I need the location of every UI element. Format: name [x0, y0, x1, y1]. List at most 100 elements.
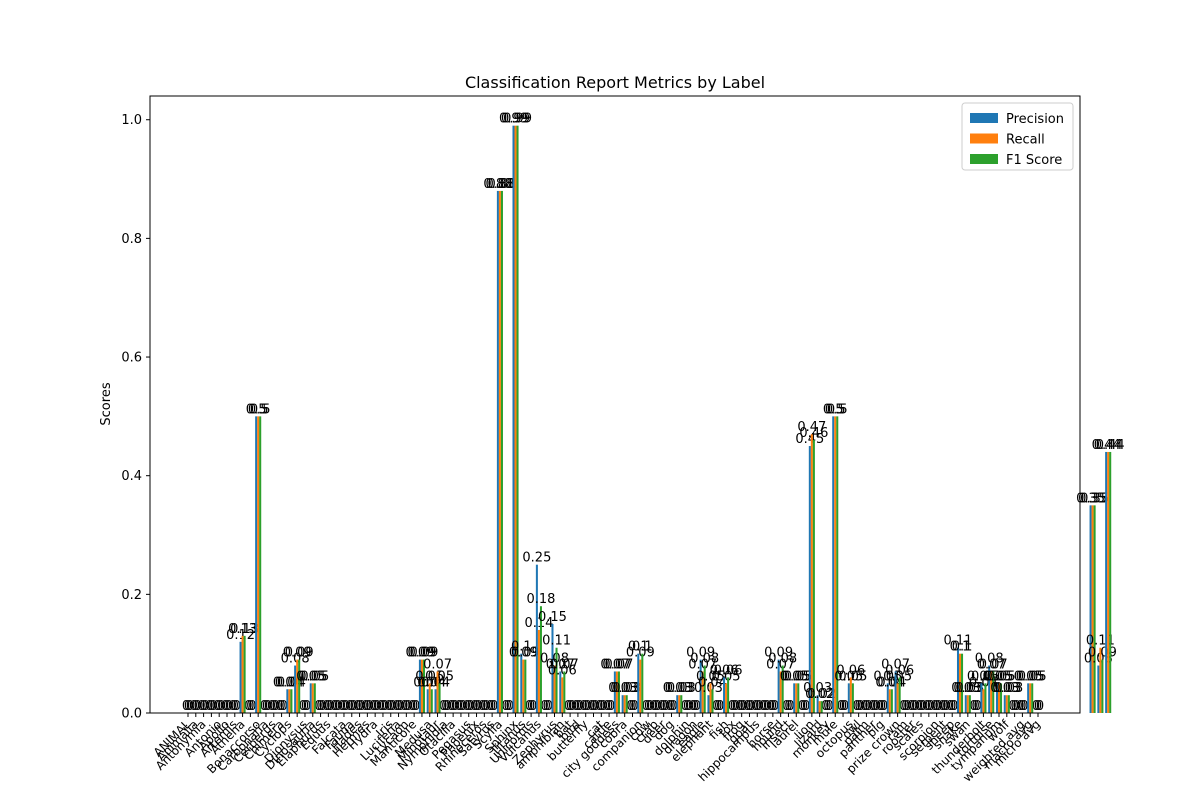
data-label: 0.09 [407, 646, 436, 661]
bar-f1-score [992, 671, 995, 713]
data-label: 0.12 [226, 628, 255, 643]
data-label-zero: 0 [361, 699, 369, 714]
data-label-zero: 0 [642, 699, 650, 714]
data-label: 0.09 [283, 646, 312, 661]
bar-precision [520, 653, 523, 713]
data-label-zero: 0 [755, 699, 763, 714]
data-label: 0.1 [950, 640, 971, 655]
data-label: 0.05 [712, 669, 741, 684]
data-label: 0.09 [509, 646, 538, 661]
data-label: 0.03 [667, 681, 696, 696]
bar-precision [793, 683, 796, 713]
bar-precision [676, 695, 679, 713]
data-label-zero: 0 [443, 699, 451, 714]
data-label: 0.5 [246, 402, 267, 417]
data-label-zero: 0 [857, 699, 865, 714]
data-label-zero: 0 [369, 699, 377, 714]
data-label-zero: 0 [841, 699, 849, 714]
data-label-zero: 0 [318, 699, 326, 714]
bar-f1-score [539, 606, 542, 713]
data-label: 0.05 [784, 669, 813, 684]
data-label-zero: 0 [389, 699, 397, 714]
data-label-zero: 0 [229, 699, 237, 714]
data-label: 0.1 [628, 640, 649, 655]
y-tick-label: 0.0 [121, 707, 142, 722]
bar-precision [988, 665, 991, 713]
data-label-zero: 0 [465, 699, 473, 714]
data-label-zero: 0 [626, 699, 634, 714]
data-label: 0.08 [690, 652, 719, 667]
data-label-zero: 0 [899, 699, 907, 714]
data-label-zero: 0 [545, 699, 553, 714]
data-label-zero: 0 [769, 699, 777, 714]
bar-recall [498, 190, 501, 713]
data-label-zero: 0 [326, 699, 334, 714]
bar-recall [725, 683, 728, 713]
data-label-zero: 0 [568, 699, 576, 714]
data-label: 0.88 [483, 177, 512, 192]
data-label-zero: 0 [1008, 699, 1016, 714]
data-label-zero: 0 [591, 699, 599, 714]
data-label-zero: 0 [800, 699, 808, 714]
data-label: 0.08 [281, 652, 310, 667]
data-label-zero: 0 [194, 699, 202, 714]
bar-f1-score [727, 677, 730, 713]
data-label: 0.07 [600, 657, 629, 672]
data-label-zero: 0 [584, 699, 592, 714]
data-label-zero: 0 [457, 699, 465, 714]
data-label: 0.1 [511, 640, 532, 655]
data-label-zero: 0 [587, 699, 595, 714]
data-label-zero: 0 [932, 699, 940, 714]
bar-precision [1105, 451, 1108, 713]
data-label: 0.15 [538, 610, 567, 625]
data-label-zero: 0 [192, 699, 200, 714]
bar-f1-score [703, 665, 706, 713]
data-label-zero: 0 [935, 699, 943, 714]
data-label-zero: 0 [909, 699, 917, 714]
data-label-zero: 0 [355, 699, 363, 714]
bar-precision [637, 653, 640, 713]
data-label: 0.07 [423, 657, 452, 672]
data-label-zero: 0 [862, 699, 870, 714]
data-label: 0.04 [413, 675, 442, 690]
data-label: 0.99 [501, 112, 530, 127]
data-label-zero: 0 [529, 699, 537, 714]
bar-precision [418, 659, 421, 713]
data-label: 0.03 [990, 681, 1019, 696]
bar-recall [701, 671, 704, 713]
data-label-zero: 0 [338, 699, 346, 714]
data-label-zero: 0 [662, 699, 670, 714]
data-label-zero: 0 [837, 699, 845, 714]
bar-precision [551, 624, 554, 713]
data-label: 0.06 [548, 663, 577, 678]
data-label-zero: 0 [275, 699, 283, 714]
bar-recall [959, 653, 962, 713]
data-label-zero: 0 [365, 699, 373, 714]
data-label-zero: 0 [730, 699, 738, 714]
data-label: 0.5 [825, 402, 846, 417]
data-label: 0.11 [944, 634, 973, 649]
data-label-zero: 0 [262, 699, 270, 714]
data-label: 0.1 [632, 640, 653, 655]
data-label: 0.07 [604, 657, 633, 672]
data-label: 0.02 [805, 687, 834, 702]
data-label-zero: 0 [660, 699, 668, 714]
data-label-zero: 0 [1018, 699, 1026, 714]
bar-f1-score [563, 671, 566, 713]
data-label-zero: 0 [441, 699, 449, 714]
bar-f1-score [641, 653, 644, 713]
bar-f1-score [555, 647, 558, 713]
bar-recall [990, 671, 993, 713]
bar-recall [288, 689, 291, 713]
data-label-zero: 0 [268, 699, 276, 714]
legend-label: Precision [1006, 112, 1064, 127]
data-label: 0.03 [612, 681, 641, 696]
legend-swatch-precision [970, 113, 998, 123]
data-label: 0 [199, 699, 207, 714]
data-label: 0.03 [665, 681, 694, 696]
data-label-zero: 0 [387, 699, 395, 714]
data-label-zero: 0 [525, 699, 533, 714]
data-label-zero: 0 [753, 699, 761, 714]
